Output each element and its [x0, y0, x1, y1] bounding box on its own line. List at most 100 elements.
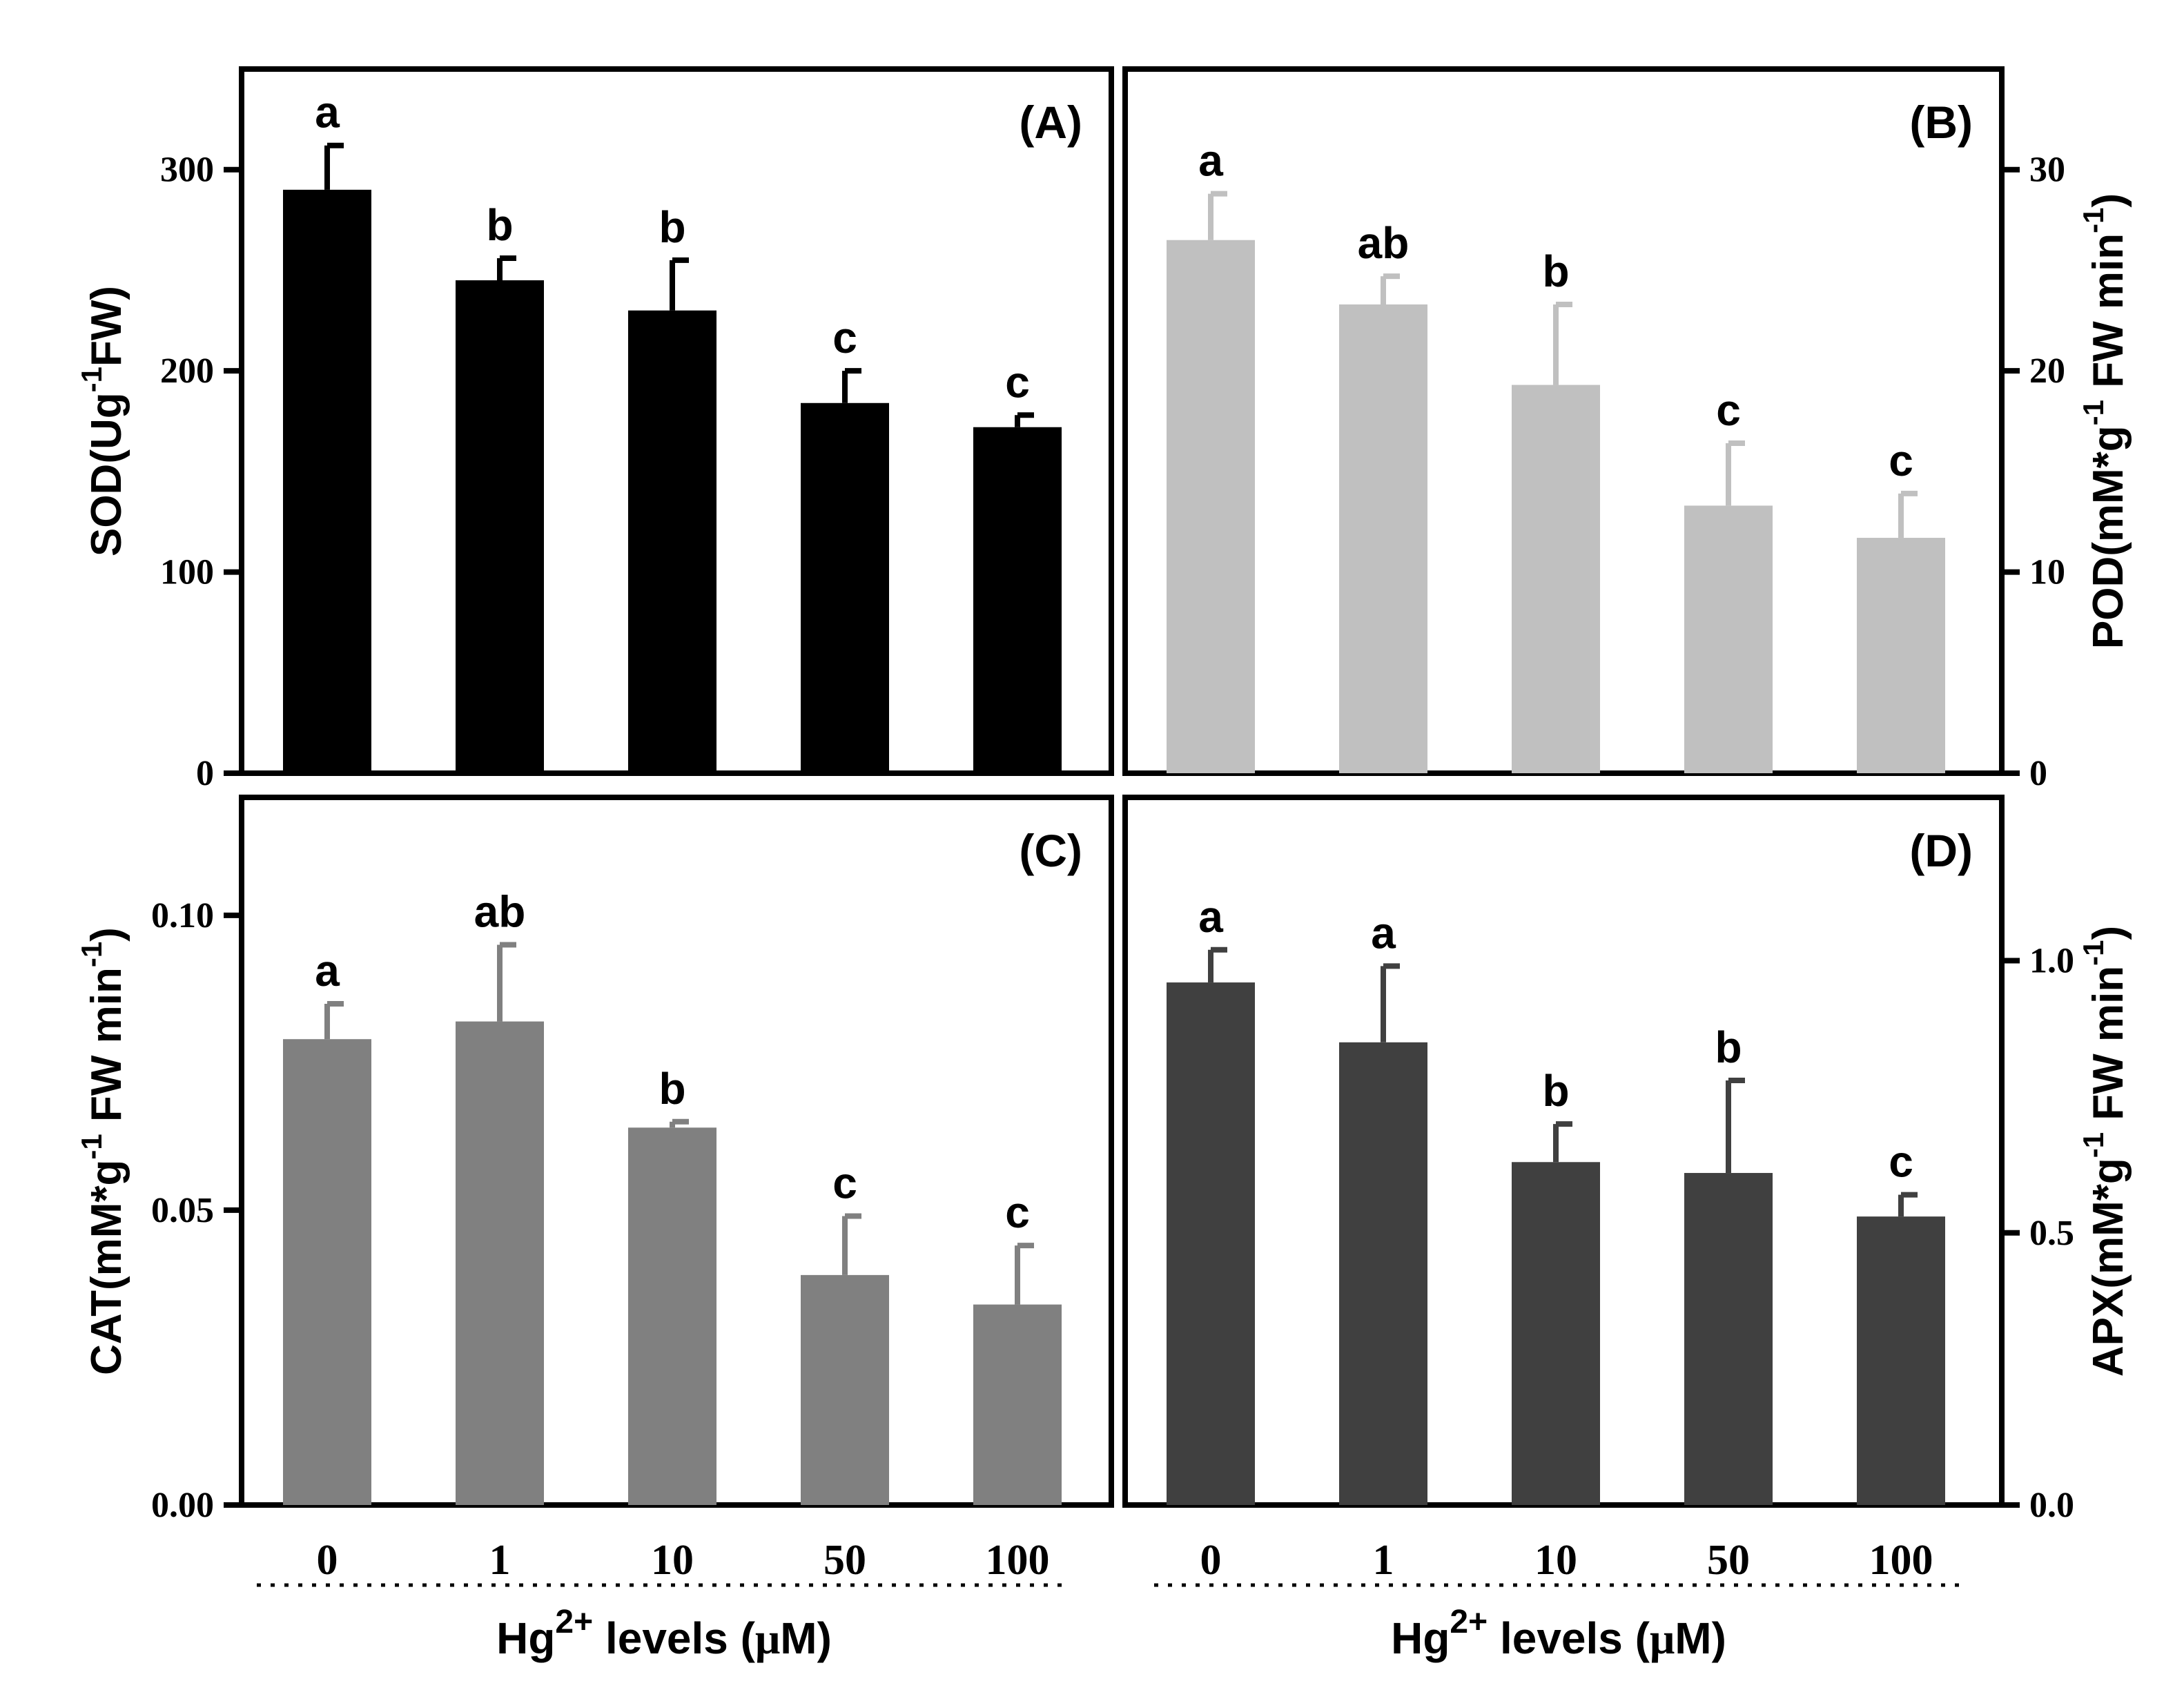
significance-letter: ab [474, 887, 526, 937]
bar [456, 280, 544, 773]
significance-letter: c [832, 313, 857, 362]
x-tick-label: 100 [1869, 1537, 1933, 1584]
y-tick-label: 0.0 [2029, 1486, 2074, 1525]
y-tick-label: 30 [2029, 151, 2065, 190]
bar [628, 1127, 716, 1505]
significance-letter: a [315, 88, 340, 137]
significance-letter: ab [1358, 218, 1410, 268]
y-axis-title-part: FW min [2085, 966, 2132, 1132]
x-axis-title-right: Hg2+ levels (μM) [1391, 1604, 1726, 1663]
x-axis-title-left: Hg2+ levels (μM) [496, 1604, 832, 1663]
panel-label: (D) [1909, 825, 1973, 876]
significance-letter: b [486, 200, 513, 250]
y-axis-title-part: -1 [2077, 940, 2109, 965]
x-tick-label: 50 [1707, 1537, 1750, 1584]
x-tick-label: 1 [1373, 1537, 1394, 1584]
y-axis-title-part: -1 [75, 367, 108, 392]
significance-letter: a [1198, 892, 1223, 942]
y-tick-label: 0.10 [151, 896, 214, 935]
x-axis-title-left-prefix: Hg [496, 1613, 555, 1663]
x-tick-label: 10 [651, 1537, 694, 1584]
bar [1857, 538, 1945, 773]
bar [1512, 1162, 1600, 1505]
bar [801, 1274, 889, 1505]
y-tick-label: 300 [160, 151, 214, 190]
y-axis-title-part: ) [83, 927, 130, 942]
significance-letter: c [1005, 357, 1030, 407]
bar [628, 310, 716, 773]
bar [801, 402, 889, 773]
y-axis-title-part: -1 [75, 942, 108, 967]
x-tick-label: 100 [986, 1537, 1050, 1584]
x-tick-label: 10 [1534, 1537, 1577, 1584]
y-axis-title-part: FW min [2085, 233, 2132, 400]
x-axis-title-left-unit: M) [780, 1613, 832, 1663]
bar [456, 1021, 544, 1505]
x-tick-label: 0 [317, 1537, 338, 1584]
x-axis-title-right-sup: 2+ [1450, 1604, 1488, 1640]
x-axis-title-right-prefix: Hg [1391, 1613, 1450, 1663]
y-tick-label: 200 [160, 351, 214, 391]
panel-label: (B) [1909, 97, 1973, 148]
significance-letter: b [1715, 1022, 1742, 1072]
significance-letter: b [1542, 1066, 1569, 1116]
significance-letter: c [1005, 1187, 1030, 1237]
bar [1167, 240, 1255, 773]
y-axis-title-part: -1 [75, 1134, 108, 1159]
y-tick-label: 0 [196, 754, 214, 793]
bar [283, 189, 371, 773]
significance-letter: b [659, 202, 685, 252]
x-axis-title-left-mu: μ [755, 1614, 780, 1663]
y-axis-title-part: -1 [2077, 400, 2109, 425]
y-tick-label: 1.0 [2029, 942, 2074, 981]
y-axis-title-part: CAT(mM*g [83, 1160, 130, 1375]
significance-letter: a [1371, 908, 1396, 958]
bar [1339, 304, 1427, 773]
bar [1857, 1216, 1945, 1505]
bar [1512, 385, 1600, 773]
y-axis-title-part: ) [2085, 926, 2132, 940]
significance-letter: c [1716, 385, 1741, 435]
y-axis-title: CAT(mM*g-1 FW min-1) [75, 927, 130, 1375]
bar [973, 427, 1062, 773]
bar [283, 1039, 371, 1505]
y-axis-title-part: APX(mM*g [2085, 1158, 2132, 1377]
x-axis-title-right-suffix: levels ( [1488, 1613, 1650, 1663]
x-axis-title-left-sup: 2+ [555, 1604, 593, 1640]
panel-label: (C) [1019, 825, 1082, 876]
y-axis-title-part: FW min [83, 967, 130, 1134]
y-axis-title-part: SOD(Ug [83, 392, 130, 556]
y-axis-title-part: POD(mM*g [2085, 425, 2132, 649]
significance-letter: c [1889, 436, 1913, 485]
y-tick-label: 0 [2029, 754, 2047, 793]
bar [1167, 982, 1255, 1505]
y-tick-label: 100 [160, 553, 214, 592]
y-tick-label: 0.05 [151, 1191, 214, 1230]
bar [1684, 1173, 1773, 1505]
y-axis-title-part: -1 [2077, 1132, 2109, 1158]
x-tick-label: 0 [1200, 1537, 1222, 1584]
x-tick-label: 1 [489, 1537, 511, 1584]
y-tick-label: 10 [2029, 553, 2065, 592]
y-axis-title-part: FW) [83, 286, 130, 367]
y-axis-title: APX(mM*g-1 FW min-1) [2077, 926, 2132, 1377]
y-tick-label: 0.5 [2029, 1214, 2074, 1253]
x-axis-title-right-mu: μ [1650, 1614, 1675, 1663]
y-axis-title-part: ) [2085, 193, 2132, 208]
panel-label: (A) [1019, 97, 1082, 148]
bar [1684, 505, 1773, 773]
x-axis-title-right-unit: M) [1675, 1613, 1726, 1663]
y-tick-label: 20 [2029, 351, 2065, 391]
significance-letter: b [1542, 246, 1569, 296]
significance-letter: c [832, 1158, 857, 1207]
panel-1: (A) 0 100 200 300 SOD(Ug-1FW) a b b c c [75, 66, 1114, 793]
x-tick-label: 50 [823, 1537, 866, 1584]
significance-letter: b [659, 1064, 685, 1114]
significance-letter: a [315, 946, 340, 996]
bar [973, 1304, 1062, 1505]
